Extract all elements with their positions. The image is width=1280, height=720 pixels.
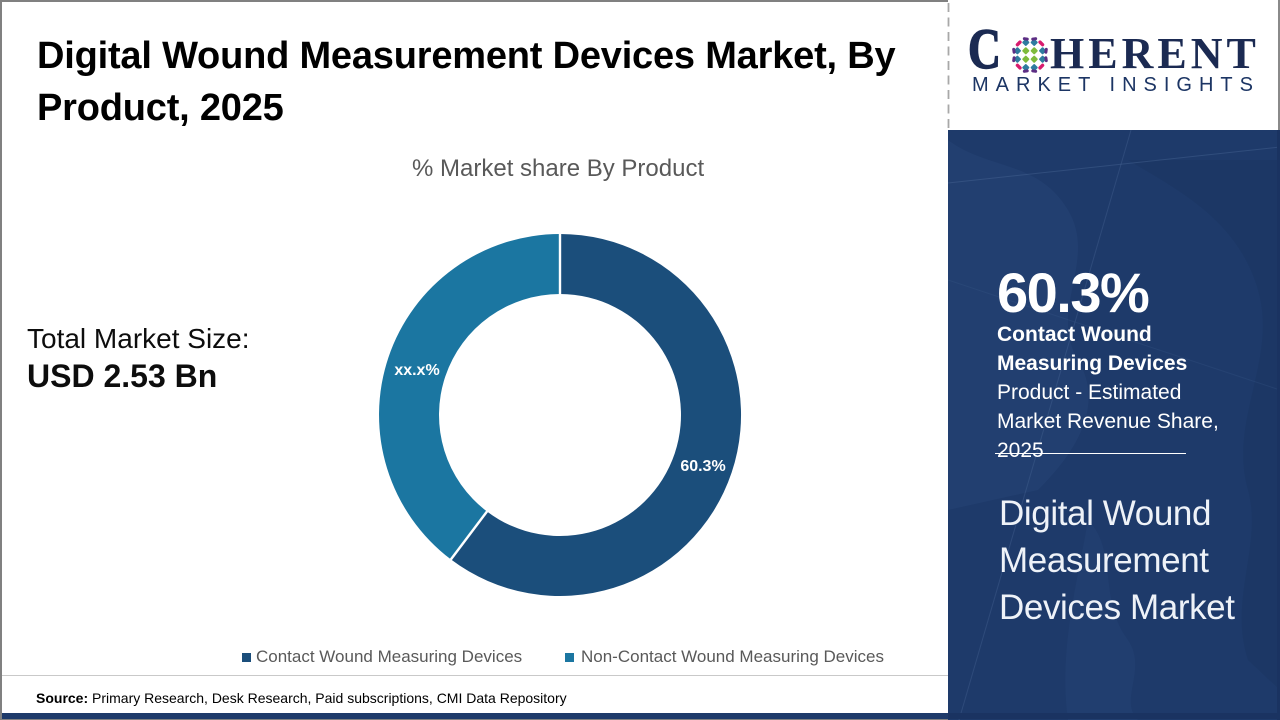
svg-text:60.3%: 60.3%	[680, 458, 725, 475]
svg-text:xx.x%: xx.x%	[394, 362, 439, 379]
